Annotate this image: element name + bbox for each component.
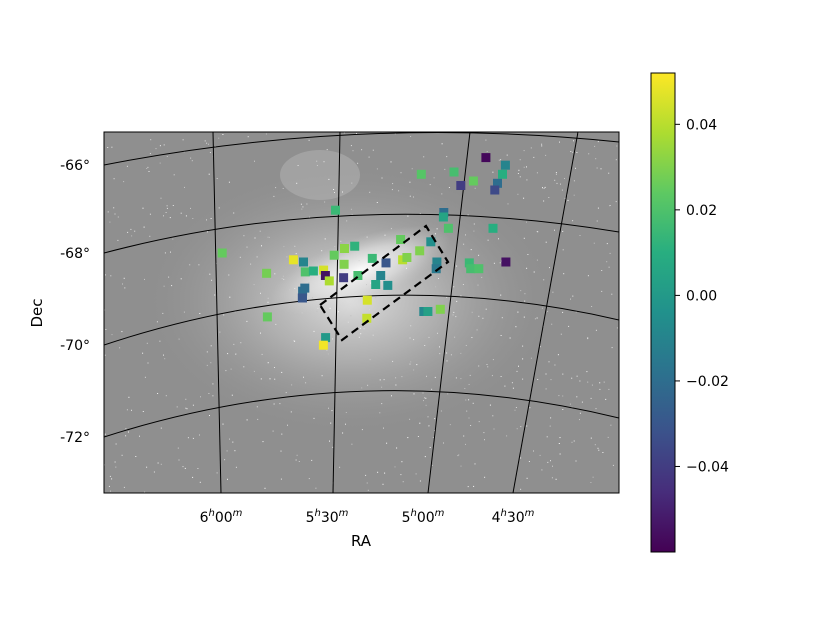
- data-point: [490, 185, 500, 195]
- data-point: [324, 276, 334, 286]
- data-point: [396, 235, 406, 244]
- y-tick-label: -68°: [60, 246, 90, 262]
- data-point: [350, 241, 360, 251]
- colorbar-tick-label: −0.04: [686, 459, 729, 475]
- y-tick-label: -66°: [60, 158, 90, 174]
- data-point: [376, 271, 386, 280]
- colorbar-tick-label: −0.02: [686, 374, 729, 390]
- data-point: [402, 253, 412, 262]
- colorbar-axis: 0.04 0.02 0.00 −0.02 −0.04: [675, 117, 729, 475]
- x-tick-label: 5h30m: [306, 508, 349, 526]
- data-point: [262, 268, 272, 278]
- y-axis: -66° -68° -70° -72°: [60, 158, 90, 446]
- data-points: [217, 153, 511, 350]
- data-point: [319, 265, 329, 275]
- data-point: [371, 280, 381, 289]
- data-point: [340, 244, 349, 253]
- data-point: [498, 169, 507, 179]
- y-tick-label: -70°: [60, 338, 90, 354]
- data-point: [381, 258, 391, 268]
- data-point: [488, 223, 498, 233]
- data-point: [464, 258, 474, 268]
- data-point: [435, 304, 445, 314]
- data-point: [466, 264, 476, 274]
- colorbar: [650, 72, 676, 553]
- data-point: [300, 283, 310, 293]
- y-axis-label: Dec: [28, 298, 46, 327]
- x-tick-label: 4h30m: [492, 508, 535, 526]
- data-point: [481, 153, 491, 163]
- selection-region: [318, 224, 450, 342]
- data-point: [318, 340, 328, 350]
- data-point: [362, 313, 372, 323]
- data-point: [308, 266, 318, 276]
- data-point: [501, 257, 511, 267]
- data-point: [353, 271, 363, 280]
- data-point: [288, 255, 298, 265]
- plot-frame: [103, 131, 620, 494]
- x-axis-label: RA: [351, 532, 372, 550]
- data-point: [362, 295, 372, 305]
- colorbar-tick-label: 0.04: [686, 117, 717, 133]
- x-tick-label: 6h00m: [200, 508, 243, 526]
- data-point: [262, 312, 272, 322]
- data-point: [493, 178, 502, 188]
- data-point: [432, 257, 442, 267]
- data-point: [299, 257, 308, 267]
- data-point: [217, 248, 227, 258]
- data-point: [423, 307, 433, 316]
- data-point: [456, 181, 466, 190]
- data-point: [500, 160, 510, 170]
- data-point: [449, 167, 459, 177]
- data-point: [383, 280, 393, 290]
- data-point: [339, 273, 349, 283]
- data-point: [416, 169, 426, 179]
- y-tick-label: -72°: [60, 430, 90, 446]
- data-point: [297, 293, 307, 303]
- data-point: [300, 267, 310, 277]
- sky-background: [104, 132, 619, 493]
- data-point: [329, 250, 339, 260]
- data-point: [321, 333, 331, 343]
- data-point: [438, 212, 448, 222]
- colorbar-tick-label: 0.00: [686, 288, 717, 304]
- coordinate-grid: [104, 132, 619, 493]
- data-point: [431, 264, 441, 274]
- data-point: [443, 223, 453, 233]
- data-point: [367, 253, 377, 263]
- data-point: [474, 264, 484, 274]
- data-point: [415, 246, 425, 256]
- data-point: [339, 259, 349, 269]
- x-tick-label: 5h00m: [402, 508, 445, 526]
- data-point: [320, 271, 330, 280]
- colorbar-tick-label: 0.02: [686, 203, 717, 219]
- data-point: [468, 176, 478, 186]
- data-point: [331, 205, 340, 215]
- data-point: [426, 237, 436, 247]
- x-axis: 6h00m 5h30m 5h00m 4h30m: [200, 508, 535, 526]
